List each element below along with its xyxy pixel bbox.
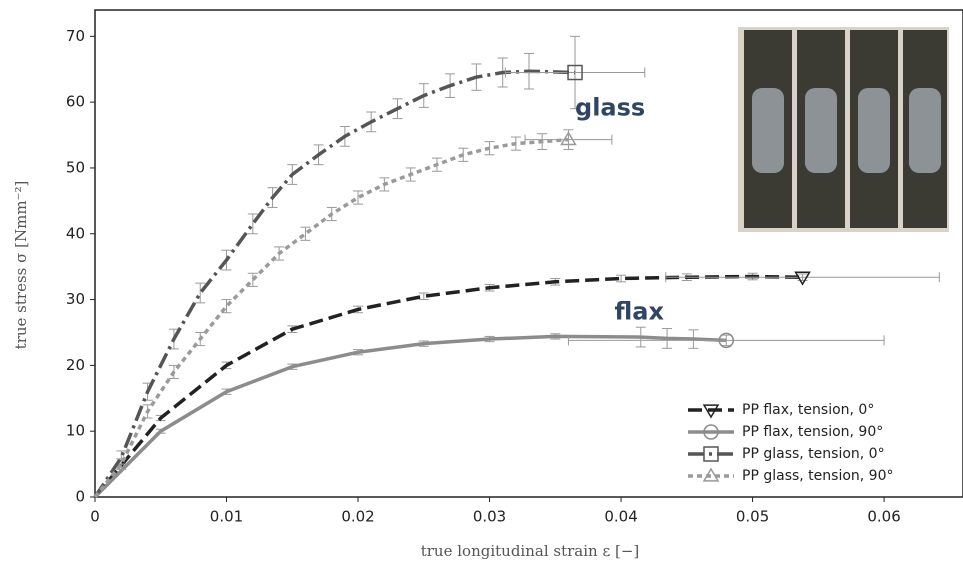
marker <box>794 271 811 286</box>
marker <box>560 131 577 146</box>
y-tick-label: 50 <box>66 158 85 176</box>
marker <box>702 467 720 482</box>
x-tick-label: 0.04 <box>604 508 637 526</box>
y-tick-label: 20 <box>66 356 85 374</box>
marker <box>703 424 719 440</box>
y-tick-label: 10 <box>66 422 85 440</box>
y-tick-label: 60 <box>66 93 85 111</box>
marker <box>718 332 735 349</box>
y-axis-label: true stress σ [Nmm⁻²] <box>12 181 30 350</box>
x-tick-label: 0 <box>90 508 100 526</box>
annotation: glass <box>575 94 645 122</box>
x-axis-label: true longitudinal strain ε [−] <box>421 542 640 560</box>
series-line <box>93 274 803 499</box>
annotation: flax <box>614 298 664 326</box>
x-tick-label: 0.02 <box>341 508 374 526</box>
legend-label: PP glass, tension, 0° <box>742 446 885 462</box>
legend-label: PP glass, tension, 90° <box>742 468 894 484</box>
x-tick-label: 0.05 <box>736 508 769 526</box>
marker <box>702 404 720 419</box>
legend-label: PP flax, tension, 0° <box>742 402 874 418</box>
x-tick-label: 0.03 <box>473 508 506 526</box>
series-line <box>93 334 727 499</box>
y-tick-label: 0 <box>75 488 85 506</box>
marker <box>703 446 719 462</box>
x-tick-label: 0.06 <box>867 508 900 526</box>
series-line <box>93 69 576 498</box>
plot-frame <box>94 9 963 498</box>
x-tick-label: 0.01 <box>210 508 243 526</box>
marker <box>567 64 583 81</box>
y-tick-label: 30 <box>66 290 85 308</box>
legend-label: PP flax, tension, 90° <box>742 424 883 440</box>
specimen-photo <box>738 27 949 232</box>
series-line <box>93 137 569 499</box>
y-tick-label: 40 <box>66 224 85 242</box>
y-tick-label: 70 <box>66 27 85 45</box>
